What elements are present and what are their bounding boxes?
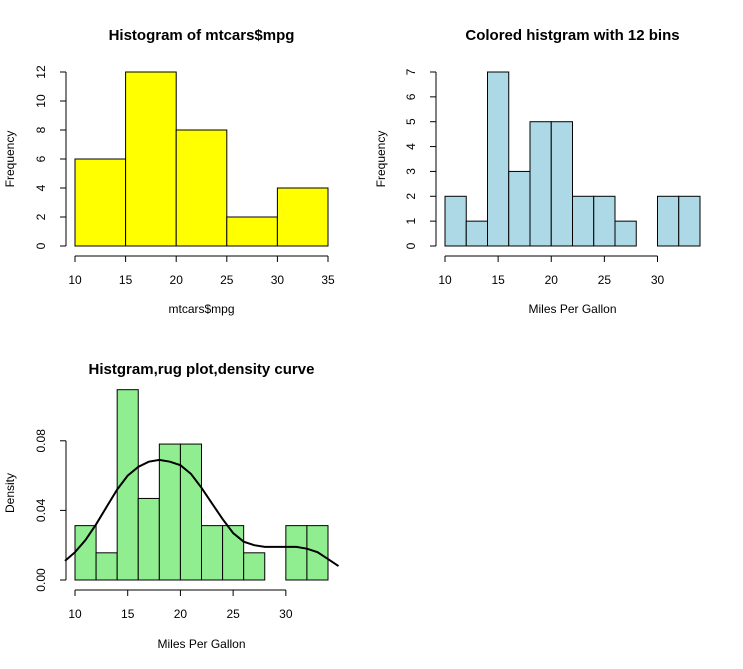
chart-title: Colored histgram with 12 bins (465, 27, 679, 44)
x-tick-label: 30 (271, 273, 285, 287)
histogram-bar (508, 170, 531, 247)
histogram-bar (285, 525, 308, 581)
y-axis: 0 2 4 6 8 10 12 (34, 65, 67, 249)
x-tick-label: 10 (68, 607, 82, 621)
histogram-bar (657, 195, 680, 247)
histogram-bar (243, 552, 266, 581)
chart-title: Histgram,rug plot,density curve (89, 361, 315, 378)
x-tick-label: 15 (491, 273, 505, 287)
y-tick-label: 3 (404, 168, 418, 175)
y-tick-label: 0 (34, 242, 48, 249)
density-curve (64, 458, 340, 567)
chart-panel-3: Histgram,rug plot,density curve0.000.040… (3, 361, 340, 651)
histogram-bar (593, 195, 616, 247)
histogram-bar (175, 129, 228, 247)
x-tick-label: 15 (121, 607, 135, 621)
x-tick-label: 20 (174, 607, 188, 621)
histogram-bar (678, 195, 701, 247)
histogram-bar (572, 195, 595, 247)
x-tick-label: 10 (68, 273, 82, 287)
y-axis: 0.00 0.04 0.08 (34, 429, 67, 592)
y-axis-label: Frequency (3, 131, 17, 188)
y-tick-label: 2 (404, 193, 418, 200)
y-axis: 0 1 2 3 4 5 6 7 (404, 68, 437, 249)
y-tick-label: 8 (34, 126, 48, 133)
chart-panel-1: Histogram of mtcars$mpg 0 2 4 6 8 10 12 10 15 20 25… (3, 27, 335, 316)
histogram-bar (550, 121, 573, 247)
x-tick-label: 15 (119, 273, 133, 287)
histogram-bar (74, 525, 97, 581)
x-tick-label: 25 (220, 273, 234, 287)
histogram-bar (614, 220, 637, 247)
y-tick-label: 0.00 (34, 568, 48, 592)
y-tick-label: 0.04 (34, 498, 48, 522)
x-axis-label: Miles Per Gallon (157, 637, 245, 651)
histogram-bar (276, 187, 329, 247)
x-tick-label: 10 (438, 273, 452, 287)
y-tick-label: 0 (404, 242, 418, 249)
x-tick-label: 20 (545, 273, 559, 287)
y-tick-label: 6 (34, 155, 48, 162)
histogram-bar (444, 195, 467, 247)
y-axis-label: Density (3, 473, 17, 513)
histogram-bar (487, 71, 510, 247)
histogram-bar (179, 443, 203, 581)
y-tick-label: 7 (404, 68, 418, 75)
histogram-bar (116, 389, 139, 581)
x-tick-label: 30 (651, 273, 665, 287)
y-tick-label: 0.08 (34, 429, 48, 453)
x-axis-label: mtcars$mpg (168, 302, 234, 316)
histogram-bar (74, 158, 127, 247)
histogram-bar (95, 552, 118, 581)
y-tick-label: 5 (404, 118, 418, 125)
x-axis: 10 15 20 25 30 35 (68, 255, 335, 287)
x-axis: 10 15 20 25 30 (438, 255, 665, 287)
histogram-bar (125, 71, 177, 247)
x-tick-label: 25 (226, 607, 240, 621)
histogram-bar (529, 121, 552, 247)
y-tick-label: 4 (34, 184, 48, 191)
y-tick-label: 6 (404, 93, 418, 100)
x-axis-label: Miles Per Gallon (528, 302, 616, 316)
y-tick-label: 2 (34, 213, 48, 220)
histogram-bar (137, 497, 160, 581)
histogram-bar (201, 525, 224, 581)
y-tick-label: 4 (404, 143, 418, 150)
x-tick-label: 35 (321, 273, 335, 287)
y-axis-label: Frequency (374, 131, 388, 188)
histogram-bar (465, 220, 488, 247)
chart-title: Histogram of mtcars$mpg (109, 27, 295, 44)
x-tick-label: 25 (598, 273, 612, 287)
x-tick-label: 30 (279, 607, 293, 621)
y-tick-label: 1 (404, 217, 418, 224)
y-tick-label: 12 (34, 65, 48, 79)
histogram-bar (226, 216, 278, 247)
y-tick-label: 10 (34, 94, 48, 108)
x-tick-label: 20 (170, 273, 184, 287)
x-axis: 10 15 20 25 30 (68, 589, 293, 621)
